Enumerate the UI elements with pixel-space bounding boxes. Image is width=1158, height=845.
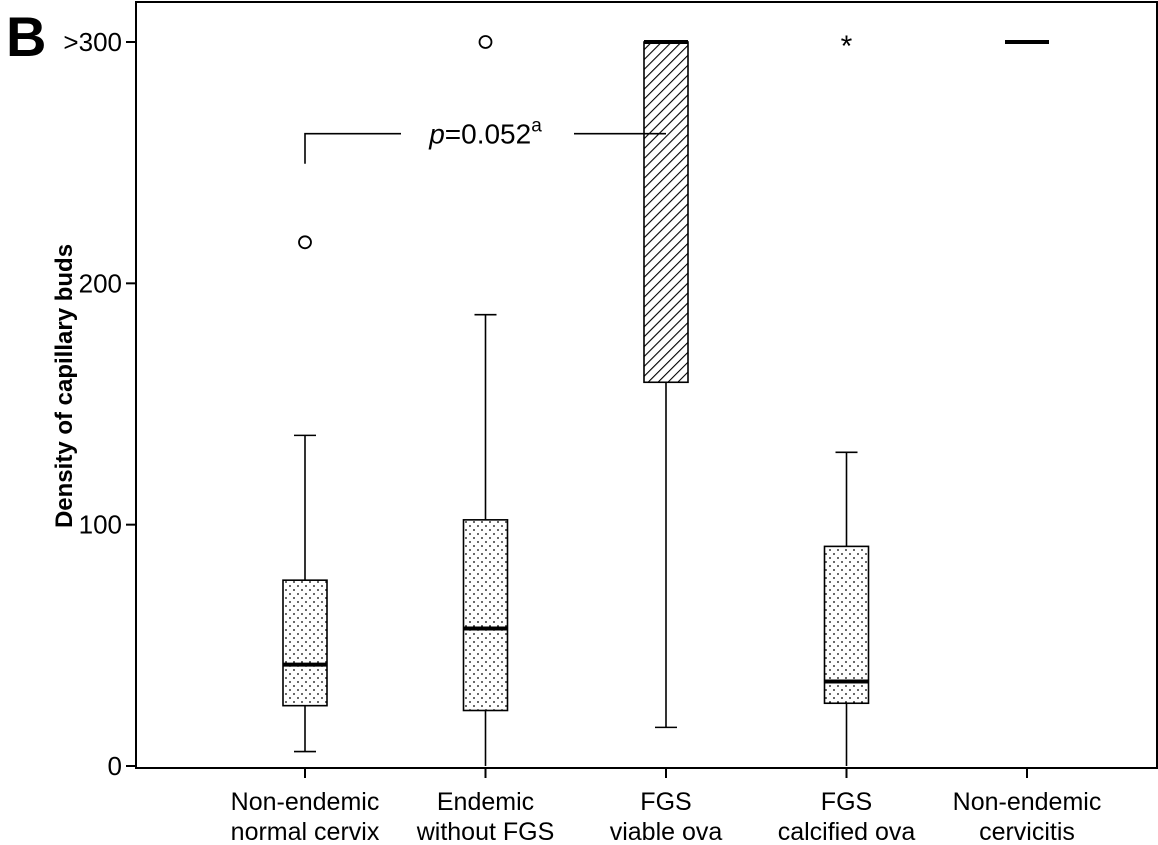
y-axis-label: Density of capillary buds — [51, 244, 78, 528]
x-tick-label: FGS — [640, 788, 691, 816]
panel-label: B — [6, 5, 47, 68]
iqr-box — [823, 545, 870, 705]
x-tick-label: viable ova — [610, 818, 723, 845]
y-tick-label: >300 — [63, 27, 122, 57]
outlier-point — [298, 235, 312, 250]
p-superscript: a — [531, 116, 542, 137]
comparison-bracket-left — [304, 132, 401, 164]
x-tick-label: FGS — [821, 788, 872, 816]
x-tick-label: calcified ova — [778, 818, 916, 845]
x-tick-label: Non-endemic — [953, 788, 1102, 816]
x-tick-label: normal cervix — [231, 818, 380, 845]
y-tick-label: 200 — [79, 268, 122, 298]
y-tick-label: 0 — [108, 751, 122, 781]
y-tick-label: 100 — [79, 510, 122, 540]
plot-frame — [135, 1, 1158, 769]
x-tick-label: Endemic — [437, 788, 534, 816]
x-tick-label: cervicitis — [979, 818, 1075, 845]
extreme-point: * — [841, 30, 853, 63]
iqr-box — [643, 41, 689, 384]
p-symbol: p — [428, 119, 445, 150]
iqr-box — [462, 519, 509, 712]
x-tick-label: Non-endemic — [231, 788, 380, 816]
x-tick-label: without FGS — [416, 818, 555, 845]
p-value-annotation: p=0.052a — [428, 116, 542, 150]
p-value: =0.052 — [445, 119, 531, 150]
outlier-point — [478, 35, 493, 49]
iqr-box — [282, 579, 328, 707]
